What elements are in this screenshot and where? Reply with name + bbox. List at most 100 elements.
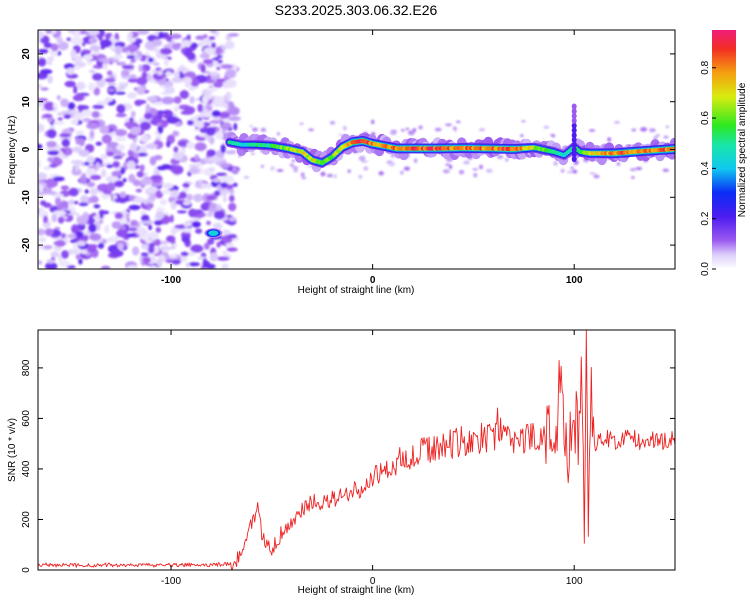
noise-speck bbox=[135, 188, 143, 193]
spectrogram-y-tick-label: 0 bbox=[21, 146, 32, 152]
noise-speck bbox=[128, 173, 136, 183]
noise-speck bbox=[197, 103, 203, 113]
noise-speck bbox=[194, 120, 205, 128]
noise-speck bbox=[68, 199, 75, 206]
noise-speck bbox=[119, 84, 126, 91]
noise-speck bbox=[169, 254, 178, 259]
noise-speck bbox=[181, 235, 191, 243]
noise-speck bbox=[138, 145, 147, 155]
noise-speck bbox=[43, 245, 53, 250]
noise-speck bbox=[358, 174, 363, 179]
snr-y-tick-label: 400 bbox=[21, 460, 32, 477]
spectrogram-noise-field bbox=[38, 30, 670, 269]
noise-speck bbox=[186, 34, 191, 40]
noise-speck bbox=[145, 143, 158, 150]
noise-speck bbox=[209, 120, 222, 124]
ridge-spike bbox=[571, 113, 577, 119]
noise-speck bbox=[86, 155, 96, 164]
snr-y-tick-label: 600 bbox=[21, 410, 32, 427]
noise-speck bbox=[66, 73, 79, 79]
noise-speck bbox=[182, 76, 193, 85]
noise-speck bbox=[40, 87, 49, 91]
noise-speck bbox=[206, 220, 211, 226]
noise-speck bbox=[116, 229, 128, 238]
noise-speck bbox=[186, 251, 196, 256]
noise-speck bbox=[183, 106, 196, 114]
noise-speck bbox=[151, 175, 161, 180]
noise-speck bbox=[153, 170, 161, 175]
noise-speck bbox=[45, 30, 52, 34]
noise-speck bbox=[649, 128, 656, 133]
noise-speck bbox=[57, 112, 63, 116]
noise-speck bbox=[88, 30, 100, 36]
noise-speck bbox=[390, 131, 397, 136]
noise-speck bbox=[47, 75, 53, 84]
noise-speck bbox=[206, 75, 211, 81]
noise-speck bbox=[128, 204, 141, 211]
noise-speck bbox=[205, 127, 216, 136]
noise-speck bbox=[101, 168, 107, 178]
noise-speck bbox=[52, 176, 65, 182]
spectrogram-y-ticks: -20 -10 0 10 20 bbox=[21, 48, 675, 252]
noise-speck bbox=[148, 231, 159, 241]
noise-speck bbox=[206, 212, 214, 217]
noise-speck bbox=[70, 49, 77, 59]
noise-speck bbox=[160, 240, 169, 245]
noise-speck bbox=[155, 207, 165, 213]
noise-speck bbox=[129, 195, 136, 201]
snr-x-ticks: -100 0 100 bbox=[161, 330, 583, 587]
noise-speck bbox=[54, 240, 66, 247]
noise-speck bbox=[114, 212, 124, 220]
noise-speck bbox=[520, 134, 524, 138]
noise-speck bbox=[181, 188, 190, 193]
noise-speck bbox=[38, 172, 48, 181]
noise-speck bbox=[57, 216, 65, 224]
noise-speck bbox=[205, 87, 218, 92]
noise-speck bbox=[206, 194, 217, 201]
noise-speck bbox=[153, 62, 160, 66]
noise-speck bbox=[243, 176, 249, 179]
noise-speck bbox=[160, 198, 167, 206]
noise-speck bbox=[165, 71, 173, 77]
noise-speck bbox=[75, 137, 81, 145]
noise-speck bbox=[276, 169, 284, 172]
noise-speck bbox=[70, 37, 84, 45]
noise-speck bbox=[122, 65, 135, 70]
noise-speck bbox=[118, 217, 128, 225]
noise-speck bbox=[228, 101, 235, 111]
noise-speck bbox=[204, 134, 211, 141]
noise-speck bbox=[156, 259, 163, 267]
noise-speck bbox=[190, 244, 204, 253]
noise-speck bbox=[179, 90, 189, 99]
noise-speck bbox=[252, 127, 258, 132]
noise-speck bbox=[143, 172, 148, 179]
noise-speck bbox=[220, 177, 231, 182]
noise-speck bbox=[73, 85, 78, 94]
noise-speck bbox=[116, 144, 126, 151]
noise-speck bbox=[46, 129, 57, 139]
noise-speck bbox=[631, 128, 637, 132]
noise-speck bbox=[232, 182, 238, 187]
noise-speck bbox=[182, 201, 191, 206]
noise-speck bbox=[177, 67, 187, 72]
noise-speck bbox=[47, 156, 55, 163]
noise-speck bbox=[176, 210, 187, 214]
noise-speck bbox=[164, 86, 175, 94]
noise-speck bbox=[407, 130, 415, 136]
noise-speck bbox=[62, 155, 69, 159]
ridge-spike bbox=[571, 146, 577, 153]
noise-speck bbox=[93, 87, 101, 96]
noise-speck bbox=[88, 37, 98, 44]
noise-speck bbox=[182, 182, 190, 188]
noise-speck bbox=[66, 265, 76, 269]
snr-y-tick-label: 800 bbox=[21, 359, 32, 376]
noise-speck bbox=[53, 245, 63, 252]
noise-speck bbox=[118, 61, 127, 66]
noise-speck bbox=[140, 252, 149, 257]
noise-speck bbox=[139, 121, 151, 131]
noise-speck bbox=[121, 69, 130, 77]
noise-speck bbox=[173, 71, 180, 78]
noise-speck bbox=[149, 156, 157, 166]
noise-speck bbox=[156, 70, 164, 76]
